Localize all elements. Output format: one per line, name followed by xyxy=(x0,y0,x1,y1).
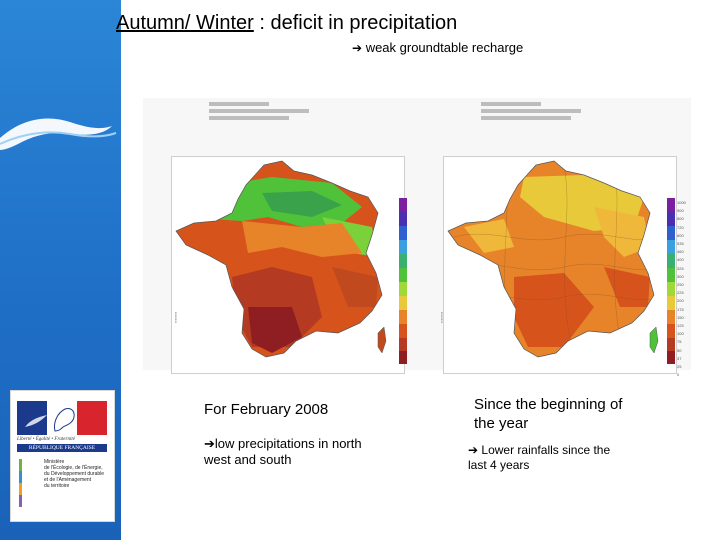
arrow-right-icon: ➔ xyxy=(352,41,363,55)
scale-label: 1000 xyxy=(677,200,686,205)
scale-label: 37 xyxy=(677,355,682,361)
precipitation-map-since-september: 1000 900 800 720 600 535 460 400 325 300 250 225 200… xyxy=(415,98,691,377)
ministry-line: du Développement durable xyxy=(44,471,105,477)
france-map-right xyxy=(447,160,659,358)
scale-labels-right: 1000 900 800 720 600 535 460 400 325 300 250 225 200… xyxy=(677,199,686,379)
scale-label: 200 xyxy=(677,298,684,304)
map-header-blurred xyxy=(209,102,349,120)
wave-decoration xyxy=(0,118,117,150)
detail-line: Lower rainfalls since the xyxy=(481,443,611,457)
map-credit-blurred: ▪▪▪▪▪▪▪▪ xyxy=(439,311,444,323)
logo-motto: Liberté • Égalité • Fraternité xyxy=(17,437,75,442)
title-season: Autumn/ Winter xyxy=(116,12,254,34)
scale-label: 325 xyxy=(677,265,684,271)
map-credit-blurred: ▪▪▪▪▪▪▪▪ xyxy=(173,311,178,323)
scale-label: 250 xyxy=(677,282,684,288)
precipitation-map-february: ▪▪▪▪▪▪▪▪ xyxy=(143,98,419,374)
subtitle-text: weak groundtable recharge xyxy=(365,40,524,55)
caption-february-detail: ➔low precipitations in north west and so… xyxy=(204,436,362,468)
scale-label: 720 xyxy=(677,224,684,230)
map-frame xyxy=(171,156,405,374)
map-header-blurred xyxy=(481,102,621,120)
scale-label: 50 xyxy=(677,347,682,353)
caption-february: For February 2008 xyxy=(204,401,329,418)
ministry-logo: Liberté • Égalité • Fraternité RÉPUBLIQU… xyxy=(10,390,115,522)
title-rest: : deficit in precipitation xyxy=(253,12,458,34)
ministry-line: et de l'Aménagement xyxy=(44,477,92,483)
scale-label: 460 xyxy=(677,249,684,255)
detail-line: last 4 years xyxy=(468,458,530,472)
scale-label: 535 xyxy=(677,241,684,247)
scale-label: 75 xyxy=(677,339,682,345)
scale-label: 600 xyxy=(677,232,684,238)
arrow-right-icon: ➔ xyxy=(468,443,479,457)
map-frame xyxy=(443,156,677,374)
logo-color-bar xyxy=(19,459,22,507)
logo-ministry-text: Ministère de l'Écologie, de l'Énergie, d… xyxy=(44,459,108,489)
detail-line: low precipitations in north xyxy=(214,436,362,451)
slide-subtitle: ➔ weak groundtable recharge xyxy=(352,40,523,55)
color-scale-left xyxy=(399,198,407,364)
scale-label: 225 xyxy=(677,290,684,296)
scale-label: 300 xyxy=(677,273,684,279)
caption-line: Since the beginning of xyxy=(474,396,623,413)
sidebar-band: Liberté • Égalité • Fraternité RÉPUBLIQU… xyxy=(0,0,121,540)
caption-since-start: Since the beginning of the year xyxy=(474,395,622,433)
france-map-left xyxy=(175,160,387,358)
caption-since-start-detail: ➔ Lower rainfalls since the last 4 years xyxy=(468,443,610,473)
scale-label: 800 xyxy=(677,216,684,222)
marianne-flag-icon xyxy=(17,401,107,435)
scale-label: 100 xyxy=(677,331,684,337)
scale-label: 25 xyxy=(677,364,682,370)
caption-line: the year xyxy=(474,415,529,432)
scale-label: 150 xyxy=(677,314,684,320)
logo-republic: RÉPUBLIQUE FRANÇAISE xyxy=(17,444,107,452)
color-scale-right xyxy=(667,198,675,364)
ministry-line: Ministère xyxy=(44,459,65,465)
ministry-line: de l'Écologie, de l'Énergie, xyxy=(44,465,103,471)
detail-line: west and south xyxy=(204,452,292,467)
arrow-right-icon: ➔ xyxy=(204,436,215,451)
ministry-line: du territoire xyxy=(44,483,70,489)
scale-label: 175 xyxy=(677,306,684,312)
scale-label: 0 xyxy=(677,372,680,378)
slide-title: Autumn/ Winter : deficit in precipitatio… xyxy=(116,12,457,35)
scale-label: 125 xyxy=(677,323,684,329)
scale-label: 900 xyxy=(677,208,684,214)
scale-label: 400 xyxy=(677,257,684,263)
